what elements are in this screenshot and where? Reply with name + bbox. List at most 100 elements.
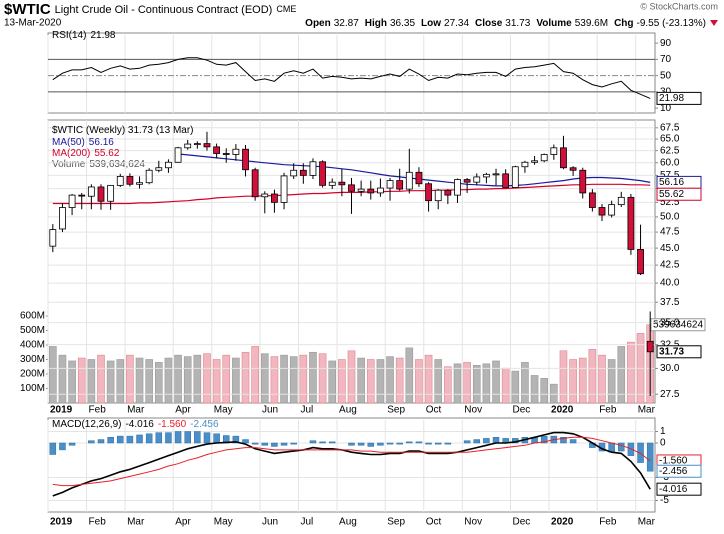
candle-body bbox=[242, 148, 249, 171]
legend-text: 21.98 bbox=[90, 30, 115, 41]
y-tick-label: 50.0 bbox=[660, 211, 680, 222]
volume-bar bbox=[77, 357, 86, 404]
volume-bar bbox=[453, 363, 462, 404]
value-box bbox=[656, 464, 702, 478]
volume-bar bbox=[49, 346, 57, 404]
macd-histogram-bar bbox=[184, 431, 191, 444]
y-tick-label: 47.5 bbox=[660, 227, 680, 238]
y-tick-label: 600M bbox=[20, 311, 45, 322]
macd-histogram-bar bbox=[251, 442, 259, 445]
volume-bar bbox=[222, 354, 231, 404]
x-tick-label: Oct bbox=[426, 517, 442, 528]
volume-bar bbox=[289, 356, 298, 404]
candle-body bbox=[290, 169, 298, 177]
stat-value: -9.55 (-23.13%) bbox=[637, 18, 706, 29]
value-box bbox=[656, 91, 702, 105]
macd-histogram-bar bbox=[165, 432, 172, 444]
x-tick-label: Apr bbox=[175, 517, 191, 528]
legend-text: -2.456 bbox=[190, 419, 219, 430]
candle-body bbox=[338, 181, 346, 186]
candle-body bbox=[444, 189, 452, 196]
candle-body bbox=[116, 176, 124, 186]
macd-histogram-bar bbox=[386, 442, 394, 445]
y-tick-label: 500M bbox=[20, 325, 45, 336]
candle-body bbox=[49, 229, 57, 247]
stat-label: Chg bbox=[614, 18, 633, 29]
x-tick-label: Nov bbox=[464, 405, 482, 416]
candle-body bbox=[637, 249, 644, 275]
volume-bar bbox=[347, 350, 356, 404]
x-tick-label: Sep bbox=[387, 517, 405, 528]
volume-bar bbox=[212, 359, 221, 404]
candle-body bbox=[550, 147, 558, 155]
x-tick-label: Nov bbox=[464, 517, 482, 528]
x-tick-label: 2019 bbox=[50, 517, 73, 528]
volume-bar bbox=[58, 354, 67, 404]
y-tick-label: 200M bbox=[20, 369, 45, 380]
candle-body bbox=[155, 167, 163, 171]
macd-line bbox=[52, 436, 651, 487]
y-tick-label: 100M bbox=[20, 383, 45, 394]
instrument-name: Light Crude Oil - Continuous Contract (E… bbox=[55, 4, 273, 16]
volume-bar bbox=[232, 357, 240, 404]
rsi-line bbox=[52, 57, 651, 99]
x-tick-label: Aug bbox=[339, 517, 357, 528]
y-tick-label: 10 bbox=[660, 103, 672, 114]
y-tick-label: 90 bbox=[660, 38, 672, 49]
volume-bar bbox=[598, 354, 606, 404]
volume-bar bbox=[617, 346, 626, 404]
legend-text: 56.16 bbox=[89, 137, 114, 148]
x-tick-label: Feb bbox=[599, 405, 617, 416]
macd-histogram-bar bbox=[97, 439, 105, 444]
candle-body bbox=[367, 188, 375, 194]
volume-bar bbox=[241, 351, 250, 404]
macd-histogram-bar bbox=[637, 442, 644, 463]
legend-text: MA(50) bbox=[52, 137, 85, 148]
candle-body bbox=[251, 169, 259, 198]
exchange: CME bbox=[276, 4, 296, 14]
macd-histogram-bar bbox=[309, 440, 317, 444]
candle-body bbox=[348, 184, 355, 192]
volume-bar bbox=[482, 363, 491, 404]
legend-text: RSI(14) bbox=[52, 30, 86, 41]
volume-bar bbox=[530, 375, 539, 404]
volume-bar bbox=[415, 359, 423, 404]
x-tick-label: Feb bbox=[89, 405, 107, 416]
macd-histogram-bar bbox=[415, 441, 423, 444]
macd-histogram-bar bbox=[377, 442, 384, 446]
candle-body bbox=[59, 207, 66, 230]
x-tick-label: May bbox=[214, 405, 233, 416]
x-tick-label: Mar bbox=[638, 405, 656, 416]
value-box bbox=[656, 187, 702, 201]
volume-bar bbox=[366, 359, 375, 404]
macd-histogram-bar bbox=[68, 442, 76, 446]
legend-text: Volume bbox=[52, 159, 86, 170]
macd-histogram-bar bbox=[49, 442, 57, 455]
volume-bar bbox=[395, 357, 404, 404]
candle-body bbox=[521, 161, 529, 168]
quote-stats: Open 32.87 High 36.35 Low 27.34 Close 31.73 Volu… bbox=[305, 18, 706, 29]
y-tick-label: 70 bbox=[660, 54, 672, 65]
macd-histogram-bar bbox=[174, 431, 182, 444]
candle-body bbox=[415, 171, 423, 185]
moving-average-line bbox=[178, 153, 651, 187]
macd-histogram-bar bbox=[618, 442, 625, 452]
volume-bar bbox=[260, 353, 269, 404]
x-tick-label: Apr bbox=[175, 405, 191, 416]
volume-bar bbox=[511, 370, 520, 404]
x-tick-label: Oct bbox=[426, 405, 442, 416]
macd-histogram-bar bbox=[463, 440, 471, 444]
x-tick-label: Aug bbox=[339, 405, 357, 416]
candle-body bbox=[145, 169, 153, 184]
value-box bbox=[656, 345, 702, 359]
macd-histogram-bar bbox=[88, 440, 95, 444]
y-tick-label: 67.5 bbox=[660, 122, 680, 133]
x-tick-label: 2020 bbox=[551, 517, 574, 528]
y-tick-label: 400M bbox=[20, 340, 45, 351]
macd-histogram-bar bbox=[444, 442, 452, 445]
legend-text: MACD(12,26,9) bbox=[52, 419, 121, 430]
candle-body bbox=[97, 186, 105, 202]
legend-entry: Volume 539,634,624 bbox=[52, 159, 145, 170]
candle-body bbox=[174, 147, 182, 163]
volume-bar bbox=[521, 362, 529, 404]
